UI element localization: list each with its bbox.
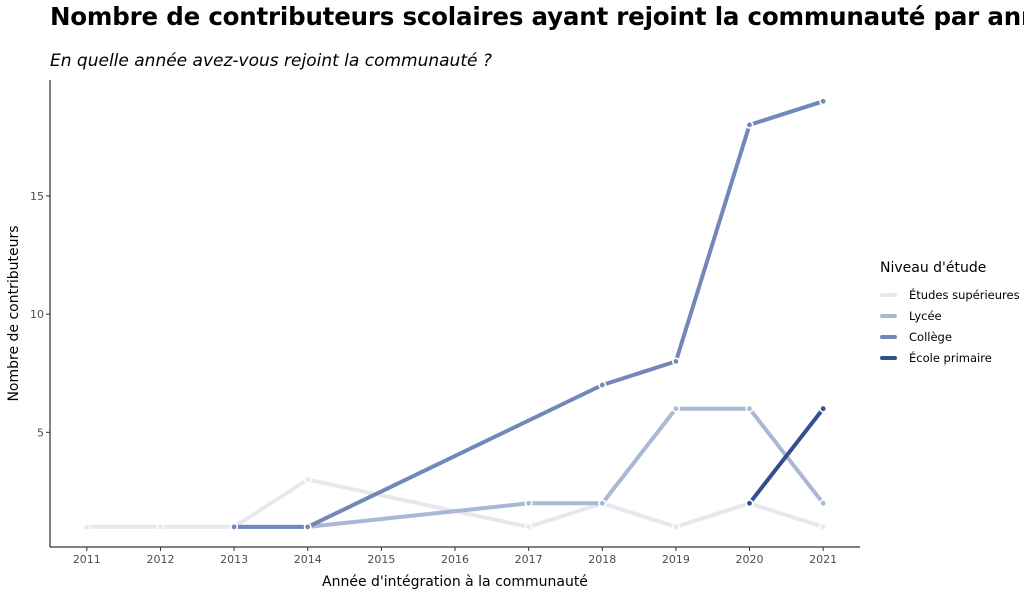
legend-key-ecole-primaire xyxy=(880,355,897,360)
legend-title: Niveau d'étude xyxy=(880,260,987,276)
data-point-lycee xyxy=(745,404,754,413)
data-point-ecole-primaire xyxy=(819,404,828,413)
data-point-etudes-superieures xyxy=(671,522,680,531)
data-point-etudes-superieures xyxy=(82,522,91,531)
x-tick-label: 2016 xyxy=(441,553,469,566)
x-tick-label: 2018 xyxy=(588,553,616,566)
x-tick-label: 2014 xyxy=(294,553,322,566)
x-tick-label: 2015 xyxy=(367,553,395,566)
y-tick-label: 5 xyxy=(37,426,44,439)
data-point-etudes-superieures xyxy=(156,522,165,531)
legend-item-lycee: Lycée xyxy=(880,305,1020,326)
y-axis-title: Nombre de contributeurs xyxy=(6,225,22,401)
data-point-college xyxy=(819,97,828,106)
y-tick-label: 15 xyxy=(30,190,44,203)
legend-items: Études supérieures Lycée Collège École prim… xyxy=(880,284,1020,368)
legend-item-etudes-superieures: Études supérieures xyxy=(880,284,1020,305)
data-point-lycee xyxy=(671,404,680,413)
x-tick-label: 2020 xyxy=(736,553,764,566)
data-point-ecole-primaire xyxy=(745,499,754,508)
data-point-etudes-superieures xyxy=(303,475,312,484)
x-tick-label: 2019 xyxy=(662,553,690,566)
legend-key-lycee xyxy=(880,313,897,318)
x-tick-label: 2013 xyxy=(220,553,248,566)
x-tick-label: 2011 xyxy=(73,553,101,566)
x-tick-label: 2017 xyxy=(515,553,543,566)
chart-subtitle: En quelle année avez-vous rejoint la com… xyxy=(50,51,492,71)
legend-item-college: Collège xyxy=(880,326,1020,347)
x-tick-label: 2012 xyxy=(146,553,174,566)
series-line-college xyxy=(232,99,826,529)
data-point-etudes-superieures xyxy=(819,522,828,531)
data-point-college xyxy=(671,357,680,366)
data-point-lycee xyxy=(524,499,533,508)
series-layer xyxy=(82,97,828,531)
series-line-etudes-superieures xyxy=(84,477,826,529)
data-point-college xyxy=(230,522,239,531)
legend-key-etudes-superieures xyxy=(880,292,897,297)
data-point-lycee xyxy=(598,499,607,508)
legend: Niveau d'étude Études supérieures Lycée Co… xyxy=(880,260,1020,368)
legend-label: Études supérieures xyxy=(909,287,1020,302)
series-line-ecole-primaire xyxy=(747,406,826,506)
legend-item-ecole-primaire: École primaire xyxy=(880,347,1020,368)
data-point-college xyxy=(745,120,754,129)
legend-label: Collège xyxy=(909,329,952,344)
chart-title: Nombre de contributeurs scolaires ayant … xyxy=(50,2,1024,31)
data-point-college xyxy=(598,380,607,389)
axes-layer: 2011 2012 2013 2014 2015 2016 2017 2018 2019 2020… xyxy=(6,80,860,590)
data-point-lycee xyxy=(819,499,828,508)
y-tick-label: 10 xyxy=(30,308,44,321)
x-tick-label: 2021 xyxy=(809,553,837,566)
legend-key-college xyxy=(880,334,897,339)
x-axis-title: Année d'intégration à la communauté xyxy=(322,574,588,590)
data-point-college xyxy=(303,522,312,531)
legend-label: Lycée xyxy=(909,308,942,323)
legend-label: École primaire xyxy=(909,350,992,365)
data-point-etudes-superieures xyxy=(524,522,533,531)
